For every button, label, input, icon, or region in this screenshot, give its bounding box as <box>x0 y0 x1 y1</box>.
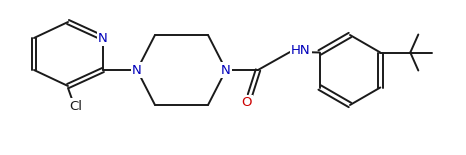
Text: Cl: Cl <box>69 100 82 113</box>
Text: HN: HN <box>291 44 311 57</box>
Text: N: N <box>132 64 142 77</box>
Text: O: O <box>241 97 251 109</box>
Text: N: N <box>221 64 231 77</box>
Text: N: N <box>98 31 108 44</box>
